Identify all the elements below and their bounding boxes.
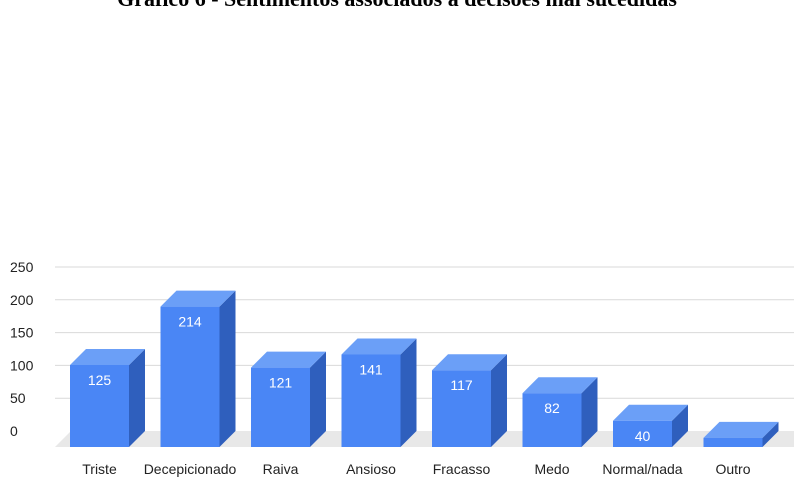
chart-floor: [55, 431, 794, 447]
y-tick-label: 200: [10, 292, 34, 308]
x-tick-label: Decepicionado: [144, 461, 237, 477]
bar-side: [129, 349, 145, 447]
bar-group: 214: [160, 290, 236, 447]
bar-group: 82: [522, 377, 598, 447]
bar-group: 125: [70, 349, 145, 447]
bar: [341, 354, 401, 447]
data-label: 121: [269, 375, 293, 391]
bar: [160, 306, 220, 447]
bar-group: 40: [613, 404, 688, 447]
bar-side: [310, 351, 326, 447]
x-tick-label: Ansioso: [346, 461, 396, 477]
bar: [703, 437, 763, 447]
bar-side: [581, 377, 598, 447]
x-tick-label: Triste: [82, 461, 117, 477]
bar: [432, 370, 491, 447]
x-tick-label: Raiva: [263, 461, 299, 477]
bar-side: [219, 290, 236, 447]
bar-top: [160, 290, 236, 307]
bar-group: 141: [341, 338, 417, 447]
y-tick-label: 150: [10, 325, 34, 341]
bar-side: [400, 338, 417, 447]
x-axis-labels: Triste Decepicionado Raiva Ansioso Fracasso M…: [82, 461, 750, 477]
bar-side: [762, 421, 779, 447]
data-label: 82: [544, 400, 560, 416]
bar-group: 117: [432, 354, 507, 447]
y-tick-label: 0: [10, 423, 18, 439]
data-label: 214: [178, 314, 202, 330]
bar-top: [522, 377, 598, 394]
x-tick-label: Outro: [715, 461, 750, 477]
bar: [522, 393, 582, 447]
data-label: 141: [359, 362, 383, 378]
y-tick-label: 100: [10, 357, 34, 373]
x-tick-label: Fracasso: [433, 461, 491, 477]
bar-top: [251, 351, 326, 368]
y-axis-ticks: 0 50 100 150 200 250: [10, 259, 34, 439]
data-label: 14: [725, 445, 741, 461]
bar-top: [703, 421, 779, 438]
x-tick-label: Medo: [534, 461, 569, 477]
bar-top: [70, 349, 145, 365]
chart-title: Gráfico 6 - Sentimentos associados a dec…: [0, 0, 794, 12]
bar-top: [341, 338, 417, 355]
bar-side: [672, 404, 688, 447]
bar-top: [432, 354, 507, 371]
floor-plane: [55, 431, 794, 447]
bar-side: [491, 354, 507, 447]
data-label: 117: [450, 377, 473, 393]
data-label: 125: [88, 372, 112, 388]
data-label: 40: [635, 428, 651, 444]
y-tick-label: 50: [10, 390, 26, 406]
bars: 125 214 121 141 117 82 40 14: [70, 290, 779, 461]
bar: [613, 420, 672, 447]
bar-top: [613, 404, 688, 421]
bar: [70, 365, 129, 447]
bar-group: 121: [251, 351, 326, 447]
bar: [251, 367, 310, 447]
bar-group: 14: [703, 421, 779, 461]
x-tick-label: Normal/nada: [602, 461, 682, 477]
y-tick-label: 250: [10, 259, 34, 275]
